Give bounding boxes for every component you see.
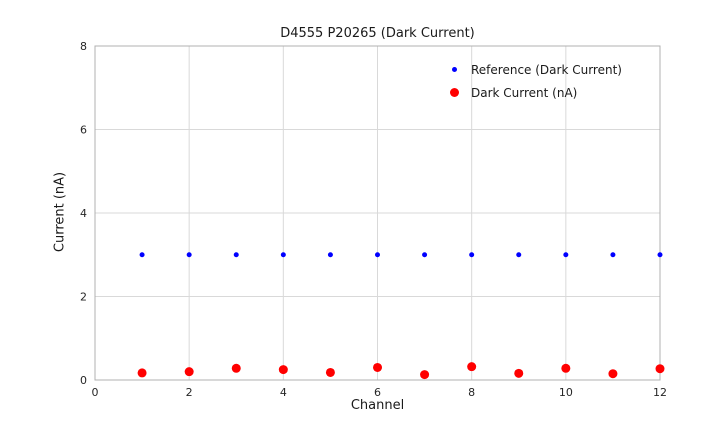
legend-marker-cell <box>443 88 465 97</box>
svg-text:4: 4 <box>80 207 87 220</box>
red-dot-icon <box>449 88 459 97</box>
legend-item-dark-current: Dark Current (nA) <box>443 83 622 102</box>
legend-label: Reference (Dark Current) <box>471 62 622 77</box>
svg-text:2: 2 <box>80 291 87 304</box>
legend-label: Dark Current (nA) <box>471 85 578 100</box>
svg-text:8: 8 <box>80 40 87 53</box>
svg-text:10: 10 <box>559 386 573 399</box>
svg-text:2: 2 <box>186 386 193 399</box>
svg-text:0: 0 <box>80 374 87 387</box>
svg-text:4: 4 <box>280 386 287 399</box>
svg-text:6: 6 <box>374 386 381 399</box>
y-axis-label: Current (nA) <box>52 171 68 253</box>
legend: Reference (Dark Current) Dark Current (n… <box>443 60 622 102</box>
chart-title: D4555 P20265 (Dark Current) <box>280 26 475 41</box>
legend-marker-cell <box>443 67 465 72</box>
svg-text:6: 6 <box>80 124 87 137</box>
legend-item-reference: Reference (Dark Current) <box>443 60 622 79</box>
svg-text:8: 8 <box>468 386 475 399</box>
blue-dot-icon <box>451 67 457 72</box>
svg-text:0: 0 <box>92 386 99 399</box>
svg-text:12: 12 <box>653 386 667 399</box>
x-axis-label: Channel <box>350 398 405 413</box>
